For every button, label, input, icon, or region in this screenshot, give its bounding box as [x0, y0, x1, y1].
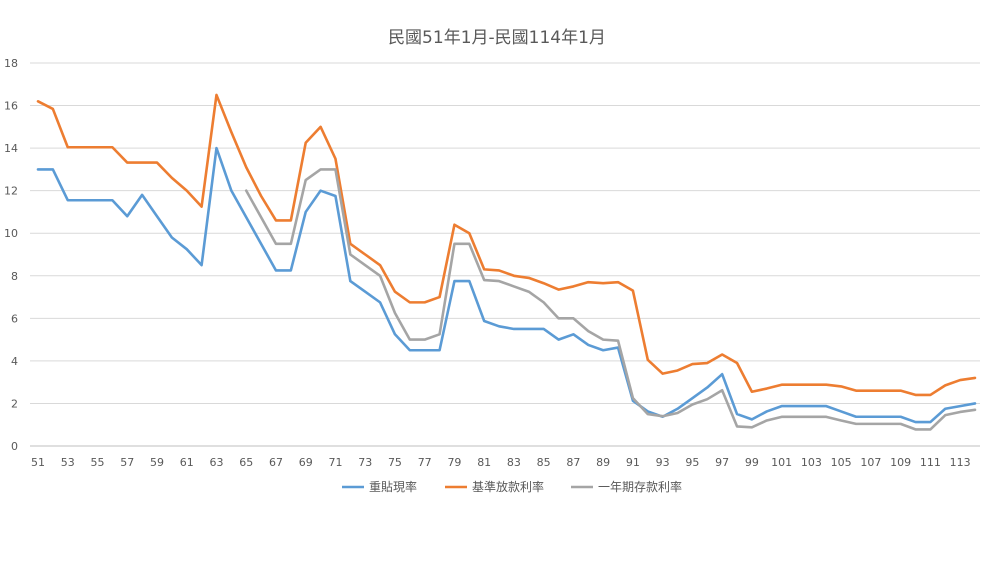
- x-tick-label: 73: [358, 456, 372, 469]
- x-tick-label: 69: [299, 456, 313, 469]
- y-tick-label: 18: [4, 57, 18, 70]
- legend: 重貼現率 基準放款利率 一年期存款利率: [342, 479, 682, 494]
- legend-label: 一年期存款利率: [598, 479, 682, 494]
- gridlines: [30, 62, 980, 404]
- y-tick-label: 10: [4, 227, 18, 240]
- x-tick-label: 59: [150, 456, 164, 469]
- y-tick-label: 16: [4, 100, 18, 113]
- x-tick-label: 81: [477, 456, 491, 469]
- x-tick-label: 75: [388, 456, 402, 469]
- x-tick-label: 71: [328, 456, 342, 469]
- series-line-2: [36, 93, 977, 397]
- x-tick-label: 113: [950, 456, 971, 469]
- series-line-1: [36, 146, 977, 424]
- series-line-3: [244, 168, 977, 431]
- x-tick-label: 77: [418, 456, 432, 469]
- y-tick-label: 8: [11, 270, 18, 283]
- x-tick-label: 111: [920, 456, 941, 469]
- y-tick-label: 14: [4, 142, 18, 155]
- x-tick-label: 53: [61, 456, 75, 469]
- x-tick-label: 67: [269, 456, 283, 469]
- x-axis-ticks: 51 53 55 57 59 61 63 65 67 69 71 73 75 77 79 81 83 85 87 89…: [31, 456, 971, 469]
- x-tick-label: 103: [801, 456, 822, 469]
- x-tick-label: 57: [120, 456, 134, 469]
- series-lines: [36, 93, 977, 431]
- y-tick-label: 12: [4, 185, 18, 198]
- x-tick-label: 99: [745, 456, 759, 469]
- x-tick-label: 51: [31, 456, 45, 469]
- x-tick-label: 83: [507, 456, 521, 469]
- x-tick-label: 85: [537, 456, 551, 469]
- x-tick-label: 105: [831, 456, 852, 469]
- chart-title: 民國51年1月-民國114年1月: [388, 28, 606, 48]
- x-tick-label: 87: [566, 456, 580, 469]
- x-tick-label: 97: [715, 456, 729, 469]
- x-tick-label: 101: [771, 456, 792, 469]
- x-tick-label: 55: [90, 456, 104, 469]
- x-tick-label: 107: [860, 456, 881, 469]
- x-tick-label: 89: [596, 456, 610, 469]
- x-tick-label: 91: [626, 456, 640, 469]
- legend-label: 重貼現率: [369, 479, 417, 494]
- y-tick-label: 0: [11, 440, 18, 453]
- y-tick-label: 6: [11, 312, 18, 325]
- y-tick-label: 2: [11, 397, 18, 410]
- x-tick-label: 61: [180, 456, 194, 469]
- x-tick-label: 63: [209, 456, 223, 469]
- y-axis-ticks: 0 2 4 6 8 10 12 14 16 18: [4, 57, 18, 453]
- y-tick-label: 4: [11, 355, 18, 368]
- x-tick-label: 79: [447, 456, 461, 469]
- x-tick-label: 65: [239, 456, 253, 469]
- x-tick-label: 93: [656, 456, 670, 469]
- x-tick-label: 95: [685, 456, 699, 469]
- x-tick-label: 109: [890, 456, 911, 469]
- legend-label: 基準放款利率: [472, 479, 544, 494]
